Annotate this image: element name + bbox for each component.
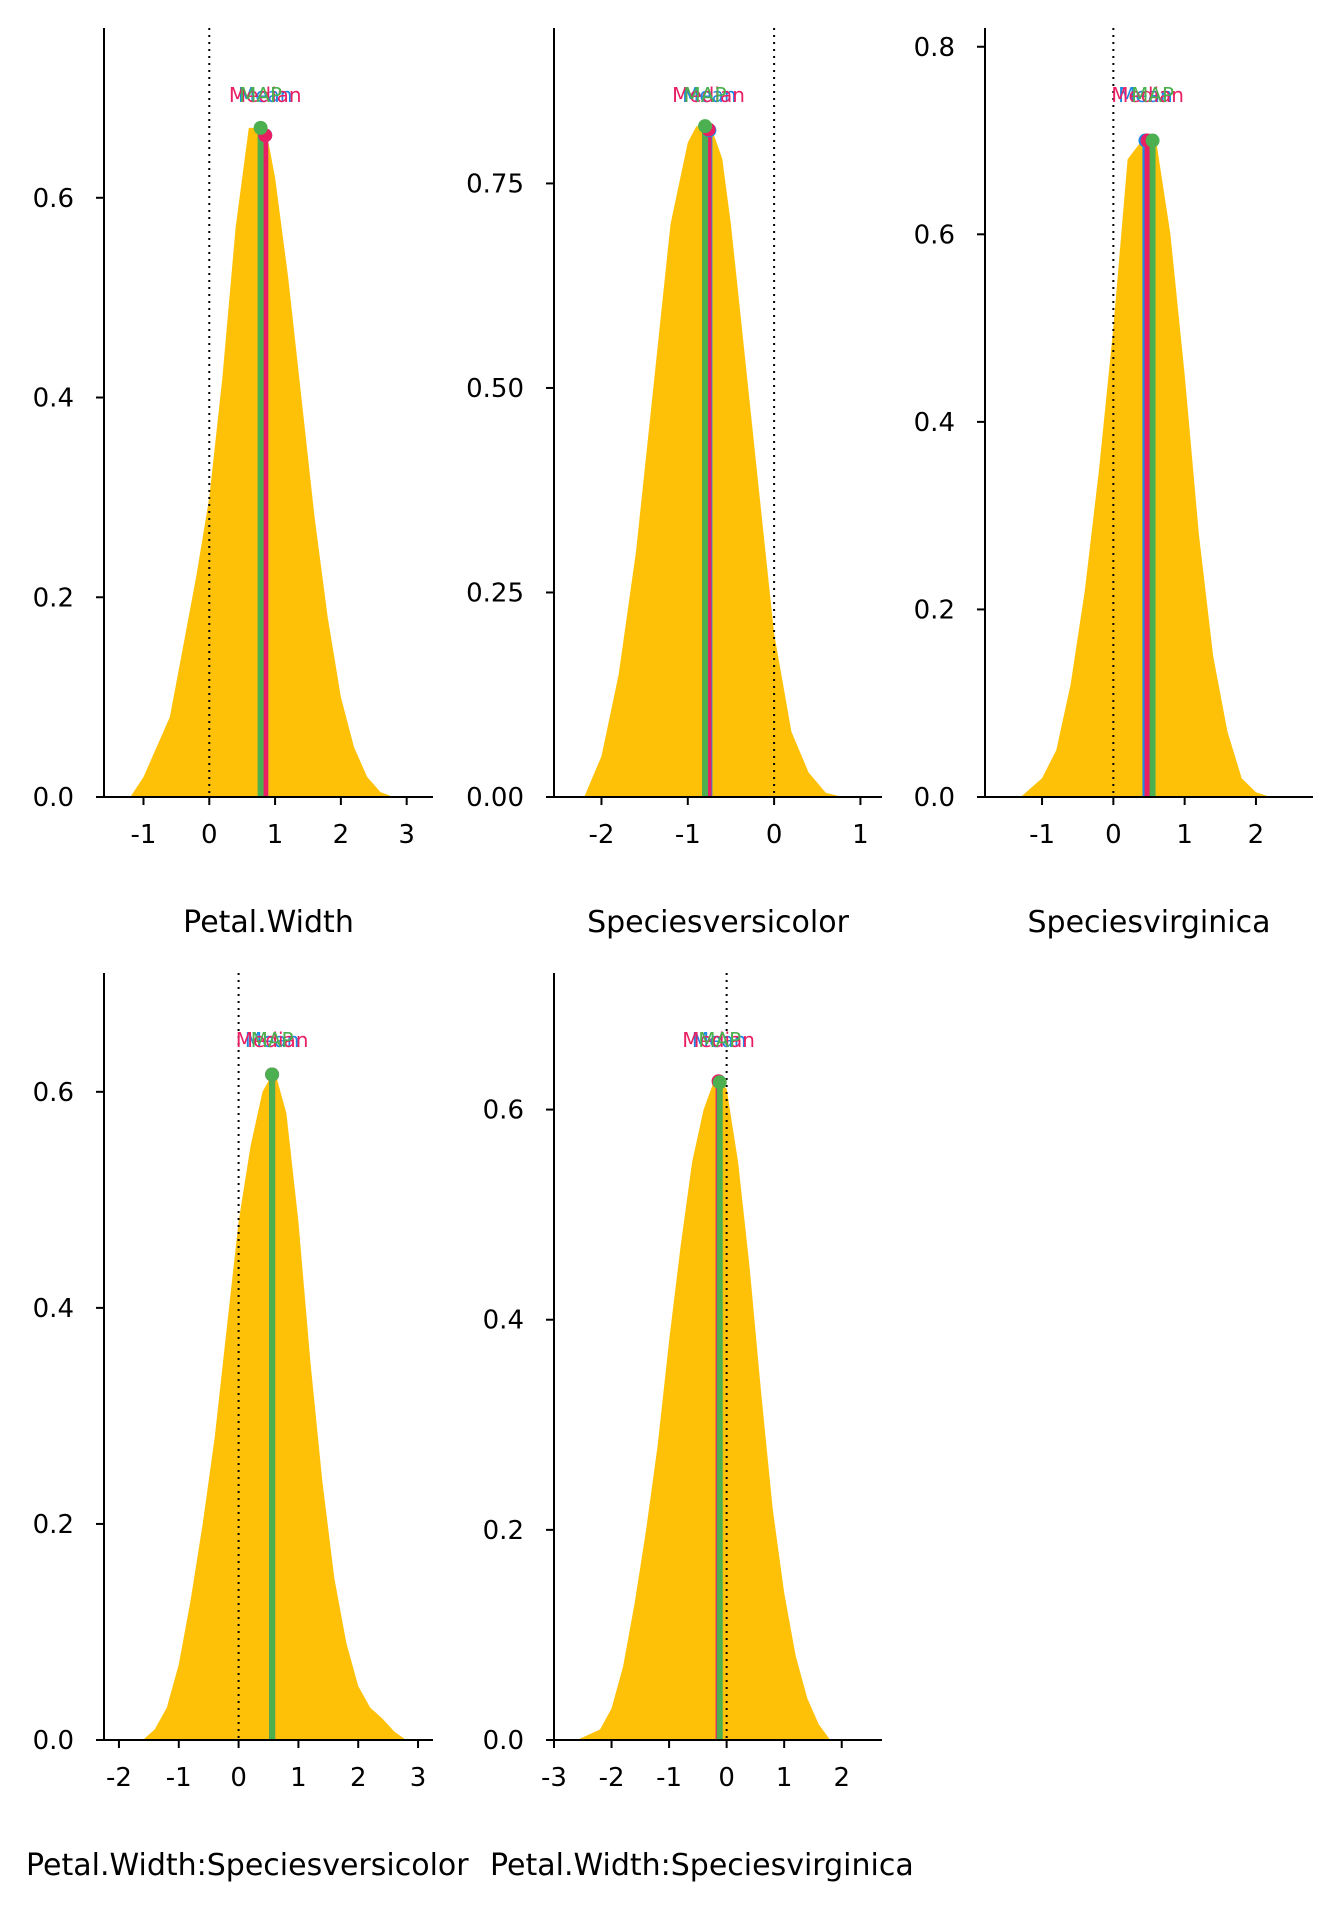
median-label-petal-width-speciesvirginica: Median — [682, 1028, 755, 1052]
y-tick-label-speciesvirginica: 0.2 — [914, 595, 955, 625]
y-tick-label-petal-width: 0.4 — [33, 384, 74, 414]
x-tick-label-petal-width: 1 — [267, 820, 284, 850]
y-tick-label-petal-width-speciesvirginica: 0.0 — [483, 1726, 524, 1756]
x-tick-label-petal-width: 0 — [201, 820, 218, 850]
mean-label-petal-width-speciesvirginica: Mean — [692, 1028, 747, 1052]
map-point-speciesvirginica — [1145, 133, 1160, 148]
map-point-speciesversicolor — [698, 119, 713, 134]
x-tick-label-speciesversicolor: 1 — [852, 820, 869, 850]
median-label-petal-width: Median — [229, 83, 302, 107]
y-tick-label-petal-width: 0.0 — [33, 783, 74, 813]
x-tick-label-speciesversicolor: -1 — [675, 820, 701, 850]
y-tick-label-speciesversicolor: 0.00 — [466, 783, 524, 813]
xlabel-speciesversicolor: Speciesversicolor — [587, 905, 850, 940]
y-tick-label-petal-width-speciesversicolor: 0.0 — [33, 1726, 74, 1756]
x-tick-label-petal-width: 3 — [398, 820, 415, 850]
y-tick-label-petal-width-speciesversicolor: 0.6 — [33, 1078, 74, 1108]
median-label-speciesversicolor: Median — [672, 83, 745, 107]
x-tick-label-speciesvirginica: 2 — [1248, 820, 1265, 850]
y-tick-label-petal-width-speciesvirginica: 0.4 — [483, 1306, 524, 1336]
y-tick-label-speciesvirginica: 0.6 — [914, 220, 955, 250]
y-tick-label-speciesvirginica: 0.4 — [914, 408, 955, 438]
x-tick-label-petal-width-speciesvirginica: -1 — [656, 1763, 682, 1793]
x-tick-label-petal-width-speciesversicolor: 0 — [230, 1763, 247, 1793]
xlabel-petal-width-speciesversicolor: Petal.Width:Speciesversicolor — [26, 1848, 469, 1883]
x-tick-label-petal-width: 2 — [333, 820, 350, 850]
x-tick-label-petal-width-speciesvirginica: -3 — [541, 1763, 567, 1793]
xlabel-petal-width-speciesvirginica: Petal.Width:Speciesvirginica — [490, 1848, 914, 1883]
density-area-speciesversicolor — [584, 126, 844, 797]
density-area-petal-width-speciesvirginica — [577, 1078, 831, 1740]
map-point-petal-width-speciesversicolor — [265, 1067, 280, 1082]
y-tick-label-speciesversicolor: 0.50 — [466, 374, 524, 404]
map-label-petal-width-speciesversicolor: MAP — [251, 1028, 294, 1052]
mean-label-speciesversicolor: Mean — [682, 83, 737, 107]
x-tick-label-speciesvirginica: -1 — [1029, 820, 1055, 850]
x-tick-label-speciesvirginica: 0 — [1105, 820, 1122, 850]
map-label-petal-width: MAP — [239, 83, 282, 107]
x-tick-label-petal-width-speciesvirginica: -2 — [599, 1763, 625, 1793]
x-tick-label-petal-width-speciesversicolor: 1 — [290, 1763, 307, 1793]
map-label-speciesvirginica: MAP — [1131, 83, 1174, 107]
x-tick-label-speciesversicolor: 0 — [766, 820, 783, 850]
x-tick-label-speciesvirginica: 1 — [1176, 820, 1193, 850]
x-tick-label-petal-width-speciesversicolor: -1 — [166, 1763, 192, 1793]
x-tick-label-petal-width-speciesvirginica: 2 — [833, 1763, 850, 1793]
y-tick-label-speciesversicolor: 0.75 — [466, 169, 524, 199]
y-tick-label-speciesvirginica: 0.8 — [914, 33, 955, 63]
map-point-petal-width-speciesvirginica — [712, 1075, 727, 1090]
y-tick-label-petal-width: 0.2 — [33, 583, 74, 613]
y-tick-label-speciesvirginica: 0.0 — [914, 783, 955, 813]
mean-label-petal-width-speciesversicolor: Mean — [245, 1028, 300, 1052]
x-tick-label-petal-width: -1 — [131, 820, 157, 850]
y-tick-label-petal-width: 0.6 — [33, 184, 74, 214]
xlabel-speciesvirginica: Speciesvirginica — [1028, 905, 1271, 940]
median-label-petal-width-speciesversicolor: Median — [236, 1028, 309, 1052]
y-tick-label-petal-width-speciesversicolor: 0.2 — [33, 1510, 74, 1540]
y-tick-label-petal-width-speciesvirginica: 0.2 — [483, 1516, 524, 1546]
mean-label-petal-width: Mean — [238, 83, 293, 107]
x-tick-label-petal-width-speciesversicolor: -2 — [106, 1763, 132, 1793]
mean-label-speciesvirginica: Mean — [1118, 83, 1173, 107]
x-tick-label-petal-width-speciesversicolor: 3 — [410, 1763, 427, 1793]
xlabel-petal-width: Petal.Width — [183, 905, 354, 940]
x-tick-label-petal-width-speciesversicolor: 2 — [350, 1763, 367, 1793]
median-label-speciesvirginica: Median — [1111, 83, 1184, 107]
x-tick-label-speciesversicolor: -2 — [589, 820, 615, 850]
map-point-petal-width — [253, 120, 268, 135]
x-tick-label-petal-width-speciesvirginica: 0 — [718, 1763, 735, 1793]
y-tick-label-speciesversicolor: 0.25 — [466, 578, 524, 608]
y-tick-label-petal-width-speciesversicolor: 0.4 — [33, 1294, 74, 1324]
y-tick-label-petal-width-speciesvirginica: 0.6 — [483, 1096, 524, 1126]
map-label-petal-width-speciesvirginica: MAP — [698, 1028, 741, 1052]
x-tick-label-petal-width-speciesvirginica: 1 — [776, 1763, 793, 1793]
map-label-speciesversicolor: MAP — [684, 83, 727, 107]
